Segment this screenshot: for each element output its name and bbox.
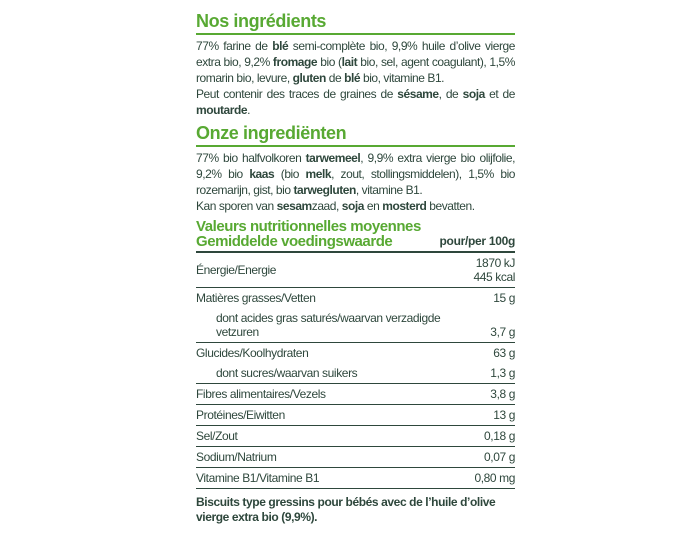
nutrition-row: Matières grasses/Vetten 15 g xyxy=(196,288,515,308)
nutrition-row-value: 13 g xyxy=(493,408,515,422)
ingredients-nl-heading: Onze ingrediënten xyxy=(196,124,515,147)
nutrition-per-100g-label: pour/per 100g xyxy=(439,234,516,248)
nutrition-row-label: Sel/Zout xyxy=(196,429,238,443)
nutrition-row-label: Glucides/Koolhydraten xyxy=(196,346,309,360)
ingredients-nl-section: Onze ingrediënten 77% bio halfvolkoren t… xyxy=(196,124,515,214)
nutrition-row: Énergie/Energie 1870 kJ 445 kcal xyxy=(196,253,515,287)
product-description: Biscuits type gressins pour bébés avec d… xyxy=(196,495,496,524)
nutrition-group: Sodium/Natrium 0,07 g xyxy=(196,447,515,468)
nutrition-row: Fibres alimentaires/Vezels 3,8 g xyxy=(196,384,515,404)
nutrition-row: Sel/Zout 0,18 g xyxy=(196,426,515,446)
nutrition-row: dont acides gras saturés/waarvan verzadi… xyxy=(196,308,515,342)
nutrition-row: dont sucres/waarvan suikers 1,3 g xyxy=(196,363,515,383)
nutrition-row-label: dont acides gras saturés/waarvan verzadi… xyxy=(216,311,441,339)
nutrition-title: Valeurs nutritionnelles moyennes Gemidde… xyxy=(196,219,421,249)
nutrition-row-label: Protéines/Eiwitten xyxy=(196,408,285,422)
nutrition-title-fr: Valeurs nutritionnelles moyennes xyxy=(196,218,421,235)
nutrition-row: Sodium/Natrium 0,07 g xyxy=(196,447,515,467)
nutrition-row: Glucides/Koolhydraten 63 g xyxy=(196,343,515,363)
ingredients-nl-text: 77% bio halfvolkoren tarwemeel, 9,9% ext… xyxy=(196,151,516,213)
nutrition-row-value: 1870 kJ 445 kcal xyxy=(473,256,516,284)
ingredients-fr-text: 77% farine de blé semi-complète bio, 9,9… xyxy=(196,39,515,117)
nutrition-group: Matières grasses/Vetten 15 g dont acides… xyxy=(196,288,515,343)
nutrition-group: Sel/Zout 0,18 g xyxy=(196,426,515,447)
nutrition-row: Protéines/Eiwitten 13 g xyxy=(196,405,515,425)
nutrition-section: Valeurs nutritionnelles moyennes Gemidde… xyxy=(196,219,515,489)
nutrition-row-label: dont sucres/waarvan suikers xyxy=(216,366,358,380)
nutrition-header: Valeurs nutritionnelles moyennes Gemidde… xyxy=(196,219,515,253)
ingredients-fr-section: Nos ingrédients 77% farine de blé semi-c… xyxy=(196,12,515,118)
nutrition-row-value: 0,18 g xyxy=(484,429,515,443)
nutrition-row-value: 3,7 g xyxy=(490,325,515,339)
nutrition-group: Énergie/Energie 1870 kJ 445 kcal xyxy=(196,253,515,288)
nutrition-row-value: 0,80 mg xyxy=(474,471,515,485)
nutrition-row-value: 1,3 g xyxy=(490,366,515,380)
nutrition-row: Vitamine B1/Vitamine B1 0,80 mg xyxy=(196,468,515,488)
nutrition-row-value: 0,07 g xyxy=(484,450,515,464)
nutrition-row-value: 3,8 g xyxy=(490,387,515,401)
nutrition-group: Glucides/Koolhydraten 63 g dont sucres/w… xyxy=(196,343,515,384)
nutrition-group: Protéines/Eiwitten 13 g xyxy=(196,405,515,426)
ingredients-fr-heading: Nos ingrédients xyxy=(196,12,515,35)
nutrition-row-label: Matières grasses/Vetten xyxy=(196,291,316,305)
nutrition-row-label: Sodium/Natrium xyxy=(196,450,277,464)
nutrition-table: Énergie/Energie 1870 kJ 445 kcal Matière… xyxy=(196,253,515,489)
nutrition-row-value: 15 g xyxy=(493,291,515,305)
label-column: Nos ingrédients 77% farine de blé semi-c… xyxy=(196,12,515,524)
nutrition-row-value: 63 g xyxy=(493,346,515,360)
nutrition-row-label: Fibres alimentaires/Vezels xyxy=(196,387,326,401)
nutrition-group: Fibres alimentaires/Vezels 3,8 g xyxy=(196,384,515,405)
nutrition-title-nl: Gemiddelde voedingswaarde xyxy=(196,233,393,250)
nutrition-row-label: Énergie/Energie xyxy=(196,263,277,277)
nutrition-group: Vitamine B1/Vitamine B1 0,80 mg xyxy=(196,468,515,489)
nutrition-row-label: Vitamine B1/Vitamine B1 xyxy=(196,471,320,485)
